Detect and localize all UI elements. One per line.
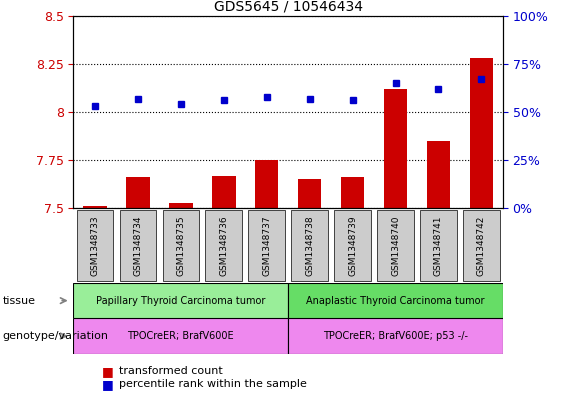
Bar bbox=[73, 318, 288, 354]
Bar bbox=[427, 141, 450, 208]
Text: TPOCreER; BrafV600E: TPOCreER; BrafV600E bbox=[128, 331, 234, 341]
Text: GSM1348735: GSM1348735 bbox=[176, 215, 185, 276]
Text: GSM1348742: GSM1348742 bbox=[477, 215, 486, 276]
Text: ■: ■ bbox=[102, 365, 114, 378]
FancyBboxPatch shape bbox=[420, 210, 457, 281]
Text: GSM1348734: GSM1348734 bbox=[133, 215, 142, 276]
Bar bbox=[126, 178, 150, 208]
Text: transformed count: transformed count bbox=[119, 366, 223, 376]
Text: GSM1348741: GSM1348741 bbox=[434, 215, 443, 276]
Text: GSM1348736: GSM1348736 bbox=[219, 215, 228, 276]
FancyBboxPatch shape bbox=[120, 210, 156, 281]
FancyBboxPatch shape bbox=[463, 210, 499, 281]
FancyBboxPatch shape bbox=[163, 210, 199, 281]
Title: GDS5645 / 10546434: GDS5645 / 10546434 bbox=[214, 0, 363, 13]
Text: genotype/variation: genotype/variation bbox=[3, 331, 109, 341]
FancyBboxPatch shape bbox=[206, 210, 242, 281]
Bar bbox=[470, 58, 493, 208]
Bar bbox=[288, 318, 503, 354]
Text: Papillary Thyroid Carcinoma tumor: Papillary Thyroid Carcinoma tumor bbox=[96, 296, 266, 306]
Bar bbox=[83, 206, 107, 208]
FancyBboxPatch shape bbox=[249, 210, 285, 281]
Text: tissue: tissue bbox=[3, 296, 36, 306]
Bar bbox=[298, 179, 321, 208]
FancyBboxPatch shape bbox=[77, 210, 113, 281]
Text: ■: ■ bbox=[102, 378, 114, 391]
Text: percentile rank within the sample: percentile rank within the sample bbox=[119, 379, 307, 389]
Bar bbox=[73, 283, 288, 318]
Text: Anaplastic Thyroid Carcinoma tumor: Anaplastic Thyroid Carcinoma tumor bbox=[306, 296, 485, 306]
FancyBboxPatch shape bbox=[334, 210, 371, 281]
Bar bbox=[212, 176, 236, 208]
FancyBboxPatch shape bbox=[292, 210, 328, 281]
Text: TPOCreER; BrafV600E; p53 -/-: TPOCreER; BrafV600E; p53 -/- bbox=[323, 331, 468, 341]
Text: GSM1348738: GSM1348738 bbox=[305, 215, 314, 276]
Text: GSM1348739: GSM1348739 bbox=[348, 215, 357, 276]
Text: GSM1348737: GSM1348737 bbox=[262, 215, 271, 276]
FancyBboxPatch shape bbox=[377, 210, 414, 281]
Bar bbox=[288, 283, 503, 318]
Bar bbox=[169, 202, 193, 208]
Bar bbox=[341, 178, 364, 208]
Text: GSM1348740: GSM1348740 bbox=[391, 215, 400, 276]
Bar bbox=[255, 160, 279, 208]
Text: GSM1348733: GSM1348733 bbox=[90, 215, 99, 276]
Bar bbox=[384, 89, 407, 208]
